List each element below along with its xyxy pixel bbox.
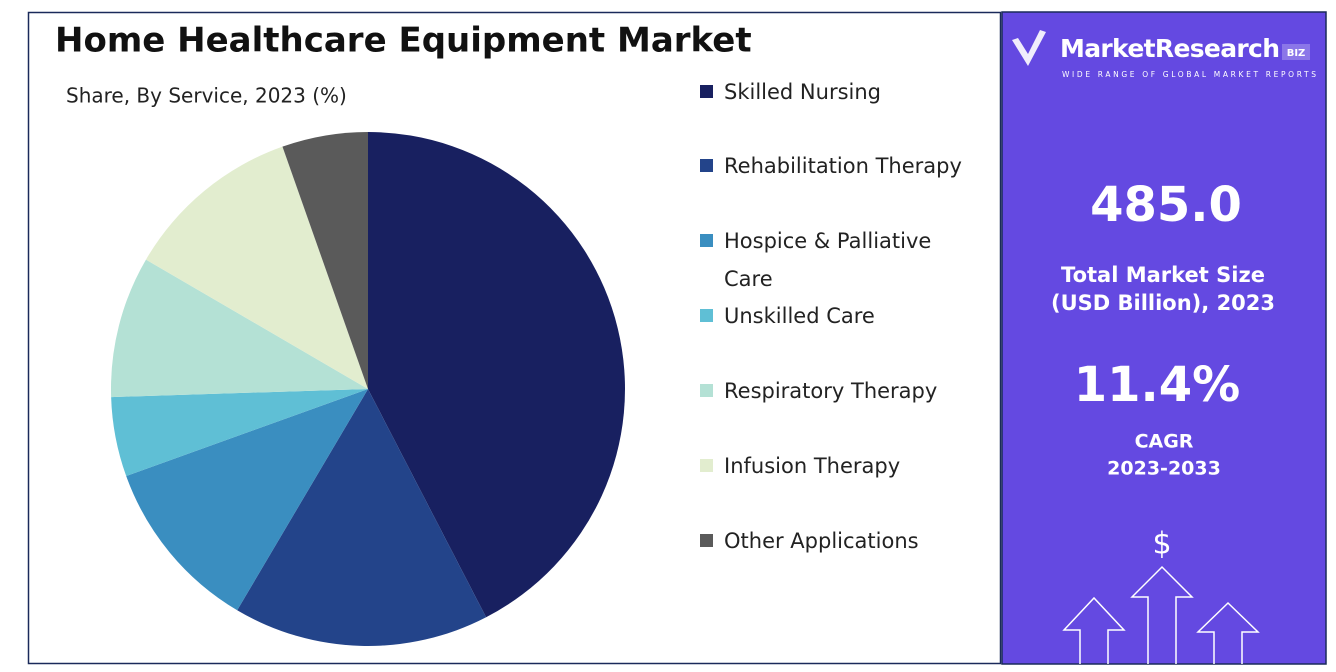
legend-swatch: [700, 459, 713, 472]
legend-item: Hospice & Palliative Care: [700, 222, 972, 298]
legend-swatch: [700, 384, 713, 397]
legend-swatch: [700, 534, 713, 547]
legend-label: Hospice & Palliative Care: [724, 229, 932, 291]
brand: MarketResearch: [1060, 34, 1280, 63]
legend-item: Unskilled Care: [700, 297, 972, 335]
growth-arrows: [1062, 565, 1260, 664]
legend-label: Unskilled Care: [724, 304, 875, 328]
pie-slice: [237, 389, 487, 646]
legend-item: Rehabilitation Therapy: [700, 147, 972, 185]
legend-label: Respiratory Therapy: [724, 379, 938, 403]
pie-slice: [126, 389, 369, 611]
legend-label: Other Applications: [724, 529, 919, 553]
market-size: 485.0: [1090, 177, 1242, 233]
legend-swatch: [700, 159, 713, 172]
pie-slice: [111, 389, 368, 477]
market-size-label: Total Market Size: [1061, 263, 1265, 287]
chart-subtitle: Share, By Service, 2023 (%): [66, 84, 347, 108]
chart-title: Home Healthcare Equipment Market: [55, 21, 752, 61]
legend-item: Other Applications: [700, 522, 972, 560]
legend-label: Infusion Therapy: [724, 454, 901, 478]
legend-item: Respiratory Therapy: [700, 372, 972, 410]
legend-swatch: [700, 85, 713, 98]
legend-swatch: [700, 309, 713, 322]
cagr-label: CAGR: [1135, 431, 1194, 453]
tagline: WIDE RANGE OF GLOBAL MARKET REPORTS: [1062, 70, 1316, 79]
cagr-label: 2023-2033: [1107, 458, 1221, 480]
currency-icon: $: [1152, 527, 1171, 562]
legend-item: Skilled Nursing: [700, 73, 972, 111]
legend-label: Skilled Nursing: [724, 80, 881, 104]
brand-tag-box: [1282, 44, 1310, 60]
pie-slice: [111, 259, 369, 398]
pie-slice: [368, 132, 626, 618]
legend-item: Infusion Therapy: [700, 447, 972, 485]
pie-slice: [145, 146, 368, 389]
logo-icon: [1012, 30, 1046, 66]
cagr: 11.4%: [1074, 357, 1241, 413]
market-size-label: (USD Billion), 2023: [1051, 291, 1275, 315]
pie-slice: [282, 132, 368, 389]
pie: [111, 132, 626, 646]
side-panel: [1001, 11, 1327, 665]
legend-swatch: [700, 234, 713, 247]
legend-label: Rehabilitation Therapy: [724, 154, 962, 178]
brand-tag: BIZ: [1287, 48, 1306, 59]
